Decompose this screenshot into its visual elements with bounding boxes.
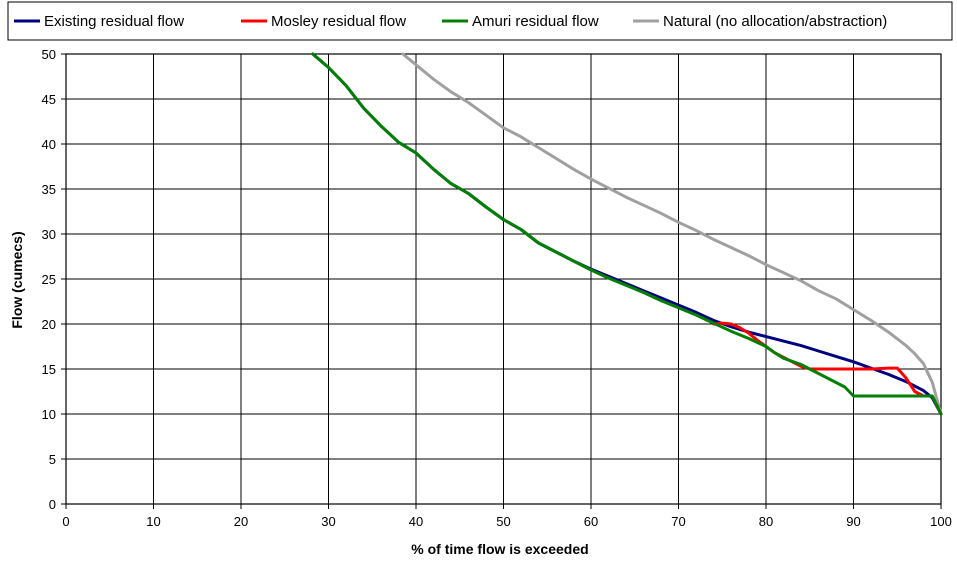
series-line-3 — [401, 52, 943, 416]
legend-label: Natural (no allocation/abstraction) — [663, 13, 887, 30]
x-tick-label: 0 — [62, 514, 69, 529]
series-line-2 — [311, 52, 943, 416]
series-lines — [311, 52, 943, 416]
x-axis-title: % of time flow is exceeded — [411, 541, 588, 557]
y-tick-label: 50 — [42, 47, 56, 62]
tick-labels: 0 5 10 15 20 25 30 35 40 45 50 0 10 20 30 40 50 60 70 80 90 1… — [42, 47, 952, 529]
y-tick-label: 20 — [42, 317, 56, 332]
x-tick-label: 70 — [671, 514, 685, 529]
y-axis-title: Flow (cumecs) — [9, 231, 25, 328]
plot-frame — [65, 53, 942, 505]
x-tick-label: 50 — [496, 514, 510, 529]
x-tick-label: 30 — [321, 514, 335, 529]
y-tick-label: 5 — [49, 452, 56, 467]
y-tick-label: 0 — [49, 497, 56, 512]
y-tick-label: 35 — [42, 182, 56, 197]
legend: Existing residual flow Mosley residual fl… — [7, 1, 953, 41]
y-tick-label: 25 — [42, 272, 56, 287]
x-tick-label: 80 — [759, 514, 773, 529]
y-tick-label: 40 — [42, 137, 56, 152]
legend-label: Amuri residual flow — [472, 13, 599, 30]
x-tick-label: 100 — [930, 514, 952, 529]
x-tick-label: 20 — [234, 514, 248, 529]
x-tick-label: 90 — [846, 514, 860, 529]
legend-label: Existing residual flow — [44, 13, 184, 30]
grid — [61, 53, 942, 509]
y-tick-label: 15 — [42, 362, 56, 377]
legend-label: Mosley residual flow — [271, 13, 406, 30]
y-tick-label: 30 — [42, 227, 56, 242]
y-tick-label: 45 — [42, 92, 56, 107]
legend-box — [7, 1, 953, 41]
y-tick-label: 10 — [42, 407, 56, 422]
x-tick-label: 10 — [146, 514, 160, 529]
x-tick-label: 60 — [584, 514, 598, 529]
x-tick-label: 40 — [409, 514, 423, 529]
